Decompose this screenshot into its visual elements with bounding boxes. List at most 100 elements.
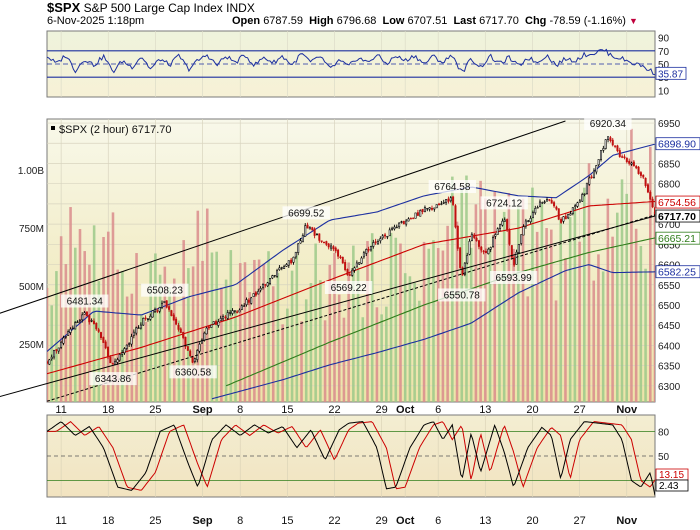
- candle-body: [315, 233, 318, 236]
- candle-body: [428, 207, 431, 210]
- candle-body: [88, 315, 91, 323]
- volume-bar: [639, 245, 643, 402]
- candle-body: [592, 170, 595, 178]
- candle-body: [132, 331, 135, 336]
- candle-body: [231, 310, 234, 314]
- open-label: Open: [232, 15, 261, 27]
- candle-body: [588, 177, 591, 185]
- volume-bar: [262, 263, 266, 402]
- price-tag-box: [655, 231, 700, 245]
- volume-bar: [78, 229, 82, 402]
- candle-body: [484, 250, 487, 254]
- volume-bar: [597, 254, 600, 402]
- candle-body: [506, 219, 509, 231]
- candle-body: [264, 284, 267, 286]
- candle-body: [480, 246, 483, 251]
- candle-body: [280, 267, 283, 269]
- candle-body: [57, 347, 60, 352]
- chg-value: -78.59 (-1.16%): [549, 15, 626, 27]
- volume-bar: [347, 262, 350, 402]
- volume-bar: [88, 264, 91, 402]
- volume-bar: [366, 241, 369, 402]
- candle-body: [616, 145, 619, 152]
- candle-body: [294, 251, 297, 258]
- price-tag-label: 6754.56: [658, 197, 696, 209]
- candle-body: [74, 322, 77, 330]
- trendline: [0, 215, 656, 398]
- candle-body: [508, 229, 511, 245]
- candle-body: [477, 240, 480, 247]
- candle-body: [233, 310, 236, 312]
- x-tick-label: 6: [435, 404, 441, 416]
- rsi-tick-label: 50: [658, 60, 670, 71]
- volume-bar: [583, 187, 586, 402]
- last-label: Last: [453, 15, 477, 27]
- low-value: 6707.51: [407, 15, 448, 27]
- candle-body: [522, 226, 525, 236]
- chg-label: Chg: [525, 15, 547, 27]
- candle-body: [644, 177, 647, 186]
- candle-body: [189, 350, 192, 357]
- candle-body: [177, 325, 180, 330]
- candle-body: [215, 321, 218, 325]
- volume-bar: [403, 273, 407, 402]
- price-annotation: 6920.34: [590, 119, 627, 130]
- candle-body: [456, 225, 459, 249]
- candle-body: [247, 299, 250, 303]
- candle-body: [358, 262, 361, 265]
- price-tick-label: 6700: [658, 220, 681, 231]
- price-tick-label: 6850: [658, 159, 681, 170]
- candle-body: [85, 311, 88, 317]
- x-tick-label-bottom: 15: [281, 515, 293, 527]
- candle-body: [78, 319, 81, 322]
- candle-body: [273, 274, 276, 277]
- candle-body: [149, 315, 152, 320]
- volume-bar: [337, 294, 341, 402]
- volume-bar: [422, 241, 426, 402]
- volume-bar: [130, 293, 134, 402]
- volume-bar: [158, 274, 162, 402]
- candle-body: [355, 262, 358, 268]
- candle-body: [351, 269, 354, 276]
- candle-body: [60, 341, 63, 348]
- volume-bar: [295, 255, 299, 402]
- candle-body: [186, 346, 189, 351]
- candle-body: [459, 247, 462, 268]
- candle-body: [407, 218, 410, 222]
- volume-bar: [550, 229, 553, 402]
- symbol: $SPX: [47, 0, 81, 15]
- volume-bar: [267, 251, 270, 402]
- candle-body: [69, 328, 72, 333]
- candle-body: [639, 172, 642, 176]
- candle-body: [564, 215, 567, 220]
- volume-bar: [427, 248, 431, 402]
- candle-body: [501, 220, 504, 226]
- candle-body: [489, 247, 492, 250]
- x-tick-label: 20: [526, 404, 538, 416]
- candle-body: [466, 255, 469, 264]
- candle-body: [607, 136, 610, 140]
- candle-body: [163, 301, 166, 303]
- volume-bar: [111, 212, 115, 402]
- volume-bar: [601, 271, 605, 402]
- quote-summary: Open 6787.59 High 6796.68 Low 6707.51 La…: [232, 15, 638, 27]
- candle-body: [560, 218, 563, 223]
- volume-bar: [286, 308, 289, 402]
- volume-bar: [191, 266, 195, 402]
- low-label: Low: [382, 15, 405, 27]
- candle-body: [168, 306, 171, 310]
- last-value: 6717.70: [479, 15, 519, 27]
- candle-body: [156, 310, 159, 312]
- volume-bar: [253, 259, 256, 402]
- candle-body: [158, 307, 161, 312]
- candle-body: [567, 214, 570, 219]
- candle-body: [104, 341, 107, 349]
- x-tick-label: Sep: [192, 404, 212, 416]
- volume-bar: [587, 163, 591, 402]
- x-tick-label: Nov: [616, 404, 638, 416]
- candle-body: [435, 204, 438, 209]
- candle-body: [95, 322, 98, 330]
- candle-body: [83, 312, 86, 315]
